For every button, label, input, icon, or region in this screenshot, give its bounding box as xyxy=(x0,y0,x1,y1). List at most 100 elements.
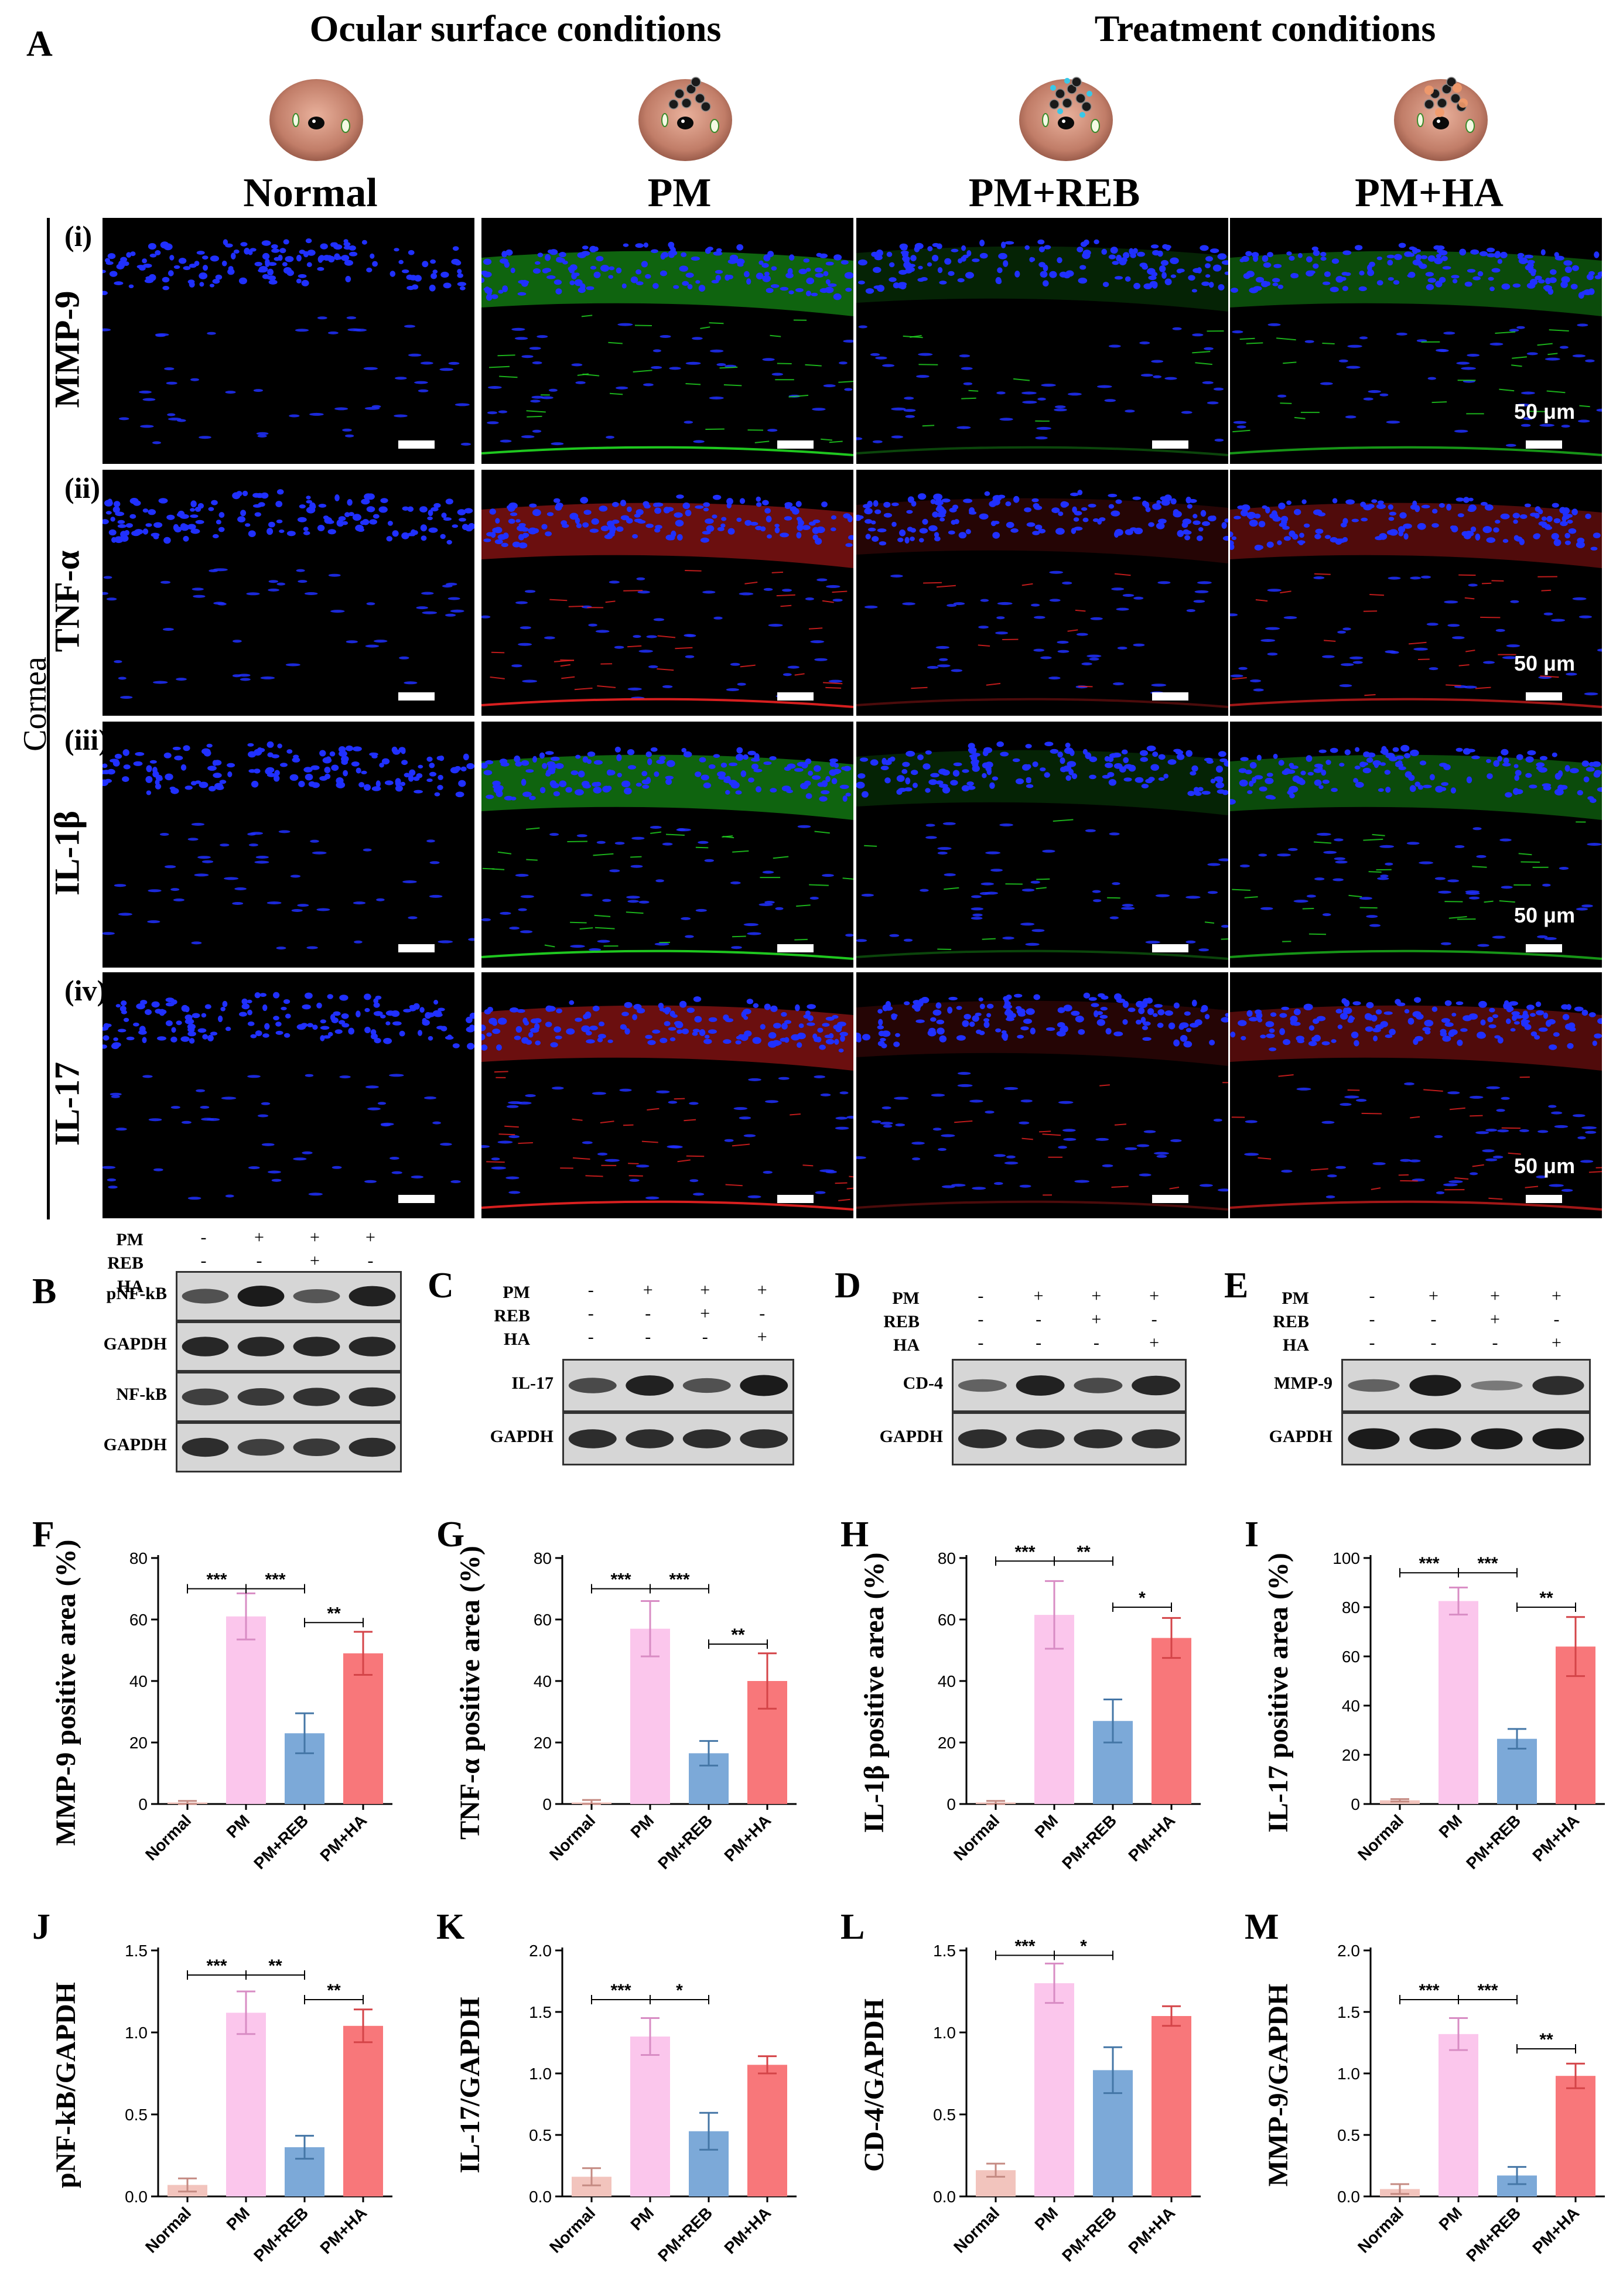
scale-bar-label: 50 μm xyxy=(1514,651,1576,675)
chart-f: F MMP-9 positive area (%) 0 20 40 60 80 Normal P… xyxy=(23,1515,404,1886)
bar xyxy=(226,2013,266,2196)
blot-band xyxy=(237,1439,285,1456)
y-tick-label: 40 xyxy=(129,1672,148,1690)
band-label: pNF-kB xyxy=(106,1284,167,1303)
x-tick-label: Normal xyxy=(1354,2203,1407,2256)
blot-band xyxy=(1471,1381,1523,1390)
x-tick-label: Normal xyxy=(546,1811,599,1864)
micrograph-image xyxy=(481,218,853,464)
significance-label: *** xyxy=(669,1570,689,1590)
treatment-sign: - xyxy=(587,1327,594,1347)
x-tick-label: PM xyxy=(1436,2203,1466,2234)
y-tick-label: 0.0 xyxy=(1337,2188,1360,2206)
blot-band xyxy=(626,1375,674,1396)
treatment-sign: + xyxy=(1429,1286,1439,1306)
blot-band xyxy=(740,1375,788,1396)
y-tick-label: 2.0 xyxy=(1337,1942,1360,1960)
treatment-label: HA xyxy=(893,1335,920,1355)
significance-label: *** xyxy=(1419,1554,1439,1573)
row-roman-label: (iii) xyxy=(64,723,108,756)
bar-chart-svg: IIL-17 positive area (%) 0 20 40 60 80 100 Norm… xyxy=(1245,1515,1605,1873)
treatment-sign: + xyxy=(1552,1286,1562,1306)
panel-letter: L xyxy=(840,1909,865,1947)
y-tick-label: 60 xyxy=(129,1611,148,1629)
y-tick-label: 1.5 xyxy=(125,1942,148,1960)
treatment-sign: - xyxy=(200,1251,207,1270)
blot-band xyxy=(1532,1428,1584,1450)
micrograph-tile xyxy=(102,972,474,1218)
y-tick-label: 40 xyxy=(938,1672,956,1690)
x-tick-label: PM+HA xyxy=(1125,2203,1178,2257)
band-label: GAPDH xyxy=(879,1426,943,1446)
row-marker-label: IL-17 xyxy=(47,1061,87,1146)
blot-band xyxy=(293,1289,340,1303)
significance-label: *** xyxy=(1477,1981,1498,2000)
y-tick-label: 0.5 xyxy=(529,2126,552,2144)
y-tick-label: 20 xyxy=(938,1734,956,1752)
micrograph-image xyxy=(102,722,474,968)
blot-strip xyxy=(952,1359,1187,1412)
significance-label: ** xyxy=(1539,1588,1553,1608)
y-axis-label: IL-17/GAPDH xyxy=(455,1997,486,2173)
bar xyxy=(343,2025,383,2196)
micrograph-image xyxy=(481,470,853,716)
scale-bar xyxy=(777,944,814,952)
blot-image xyxy=(958,1375,1181,1396)
bar xyxy=(1439,2034,1478,2196)
blot-band xyxy=(1348,1428,1400,1450)
blot-band xyxy=(293,1337,340,1357)
eye-icon xyxy=(269,79,363,161)
x-tick-label: PM xyxy=(627,1811,658,1841)
blot-band xyxy=(1132,1429,1181,1448)
y-tick-label: 1.0 xyxy=(125,2024,148,2042)
micrograph-image xyxy=(856,470,1228,716)
micrograph-image xyxy=(481,972,853,1218)
significance-label: * xyxy=(676,1981,683,2000)
micrograph-image xyxy=(856,218,1228,464)
treatment-sign: - xyxy=(759,1304,766,1323)
y-tick-label: 1.0 xyxy=(529,2065,552,2083)
scale-bar xyxy=(1526,944,1562,952)
panel-letter: H xyxy=(840,1517,869,1554)
condition-label-normal: Normal xyxy=(243,170,378,216)
x-tick-label: PM xyxy=(223,1811,254,1841)
bar xyxy=(343,1653,383,1804)
significance-label: *** xyxy=(1014,1542,1035,1562)
y-tick-label: 0.5 xyxy=(125,2106,148,2124)
panel-letter: M xyxy=(1245,1909,1279,1947)
treatment-sign: - xyxy=(1430,1310,1437,1329)
significance-label: *** xyxy=(206,1570,227,1590)
micrograph-tile xyxy=(481,470,853,716)
y-axis-label: IL-17 positive area (%) xyxy=(1263,1553,1294,1833)
y-tick-label: 0.5 xyxy=(933,2106,956,2124)
treatment-sign: + xyxy=(1552,1333,1562,1352)
micrograph-tile xyxy=(856,218,1228,464)
band-label: GAPDH xyxy=(103,1334,167,1354)
band-label: GAPDH xyxy=(103,1435,167,1454)
x-tick-label: PM+REB xyxy=(1463,1811,1524,1873)
x-tick-label: PM xyxy=(1031,1811,1062,1841)
panel-letter: G xyxy=(436,1517,464,1554)
blot-band xyxy=(958,1429,1007,1448)
x-tick-label: PM+HA xyxy=(720,2203,774,2257)
significance-label: ** xyxy=(327,1604,341,1623)
x-tick-label: PM+REB xyxy=(1463,2203,1524,2265)
blot-band xyxy=(348,1437,396,1457)
x-tick-label: PM xyxy=(627,2203,658,2234)
y-axis-label: MMP-9 positive area (%) xyxy=(50,1540,81,1846)
treatment-sign: + xyxy=(1490,1286,1500,1306)
bar-chart-svg: M MMP-9/GAPDH 0.0 0.5 1.0 1.5 2.0 Normal PMPM+RE… xyxy=(1245,1907,1605,2265)
scale-bar xyxy=(1526,1195,1562,1203)
panel-letter: I xyxy=(1245,1517,1259,1554)
header-treatment: Treatment conditions xyxy=(1094,8,1436,49)
x-tick-label: PM xyxy=(223,2203,254,2234)
y-tick-label: 80 xyxy=(129,1549,148,1567)
significance-label: ** xyxy=(268,1956,282,1976)
band-label: IL-17 xyxy=(511,1373,553,1393)
y-tick-label: 80 xyxy=(1342,1598,1360,1617)
y-tick-label: 1.0 xyxy=(1337,2065,1360,2083)
y-tick-label: 80 xyxy=(938,1549,956,1567)
y-tick-label: 0.0 xyxy=(933,2188,956,2206)
